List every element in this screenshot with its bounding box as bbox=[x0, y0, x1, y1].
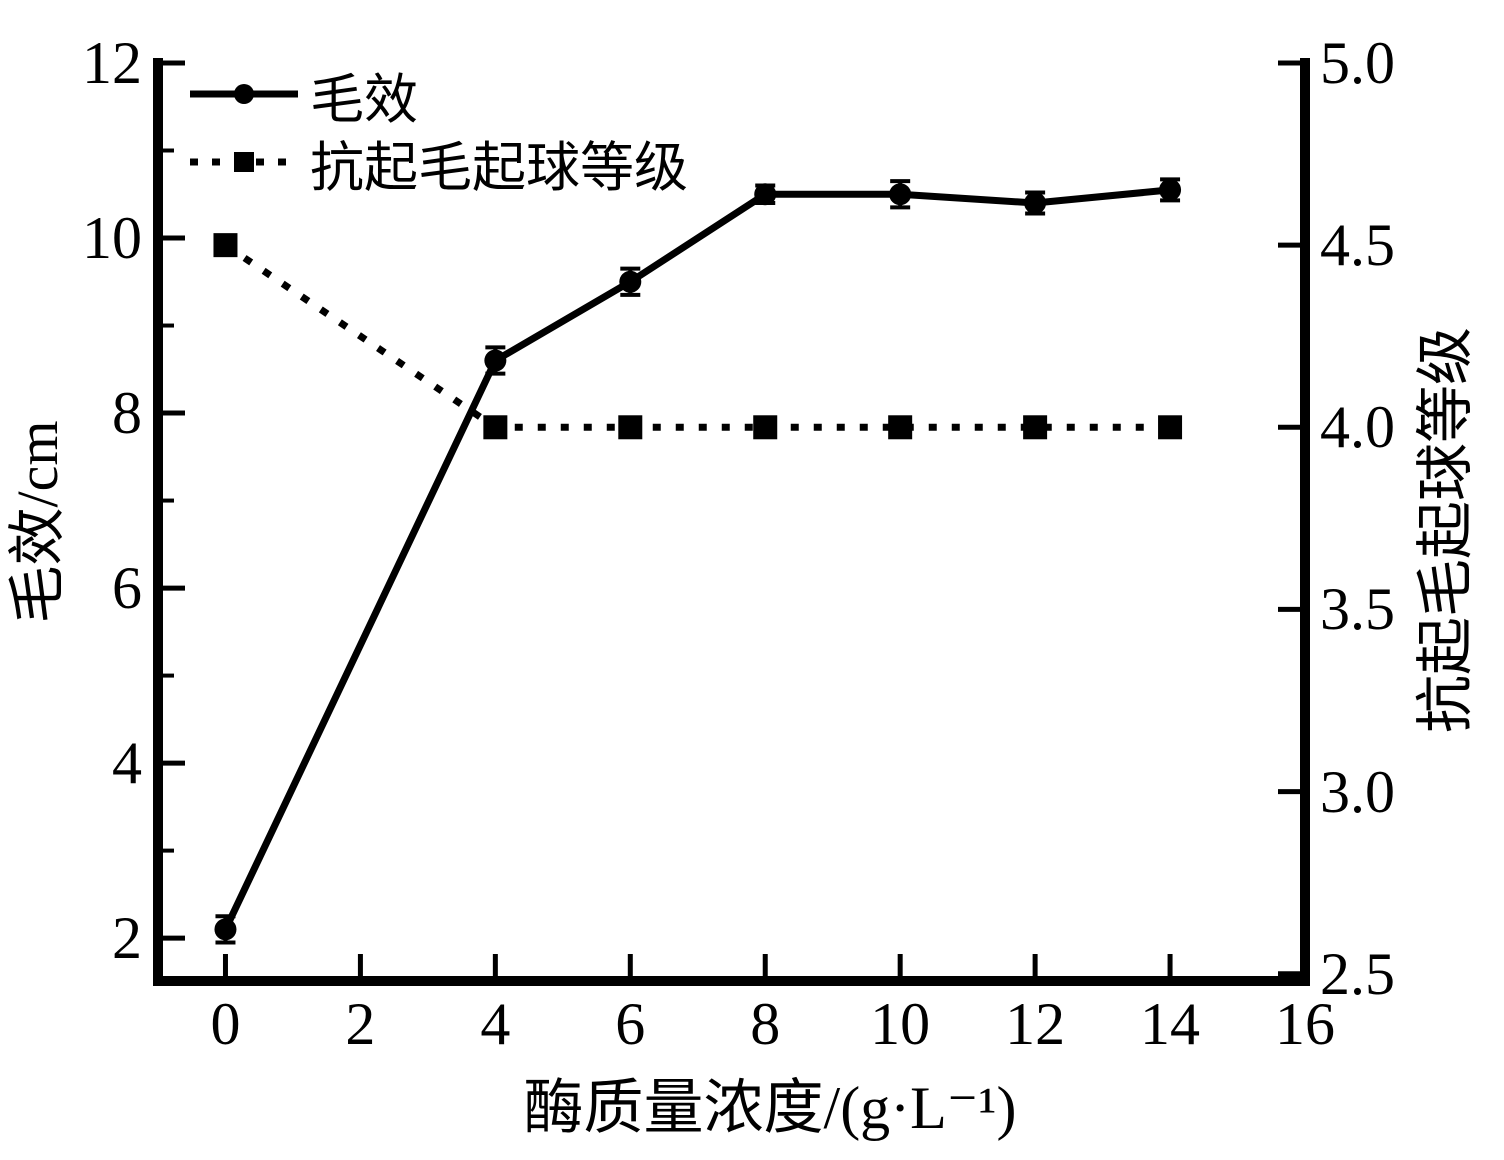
data-point-circle bbox=[1159, 178, 1182, 201]
left-tick-label: 2 bbox=[112, 905, 142, 972]
x-tick-label: 16 bbox=[1275, 991, 1335, 1057]
solid-line-sample bbox=[190, 84, 298, 104]
legend-item-solid-series: 毛效 bbox=[188, 60, 688, 130]
right-tick-label: 2.5 bbox=[1320, 940, 1395, 1007]
data-point-circle bbox=[754, 183, 777, 206]
x-tick-label: 4 bbox=[480, 991, 511, 1057]
data-point-square bbox=[753, 415, 778, 440]
x-tick-label: 2 bbox=[345, 991, 376, 1057]
left-tick-label: 12 bbox=[82, 30, 142, 96]
series-line-solid bbox=[222, 186, 1171, 931]
legend-label-solid: 毛效 bbox=[310, 69, 418, 130]
legend-label-dotted: 抗起毛起球等级 bbox=[310, 137, 688, 198]
left-tick-label: 8 bbox=[112, 380, 142, 447]
data-point-square bbox=[618, 415, 643, 440]
data-point-circle bbox=[484, 349, 507, 372]
data-point-square bbox=[213, 233, 238, 258]
right-tick-label: 4.0 bbox=[1320, 394, 1395, 461]
right-tick-label: 4.5 bbox=[1320, 212, 1395, 279]
x-tick-label: 12 bbox=[1005, 991, 1066, 1057]
left-axis-title: 毛效/cm bbox=[5, 420, 70, 624]
data-point-square bbox=[888, 415, 913, 440]
right-axis-title: 抗起毛起球等级 bbox=[1413, 327, 1478, 734]
legend-item-dotted-series: 抗起毛起球等级 bbox=[188, 128, 688, 198]
dotted-line-sample bbox=[190, 152, 298, 172]
legend: 毛效 抗起毛起球等级 bbox=[188, 60, 688, 198]
data-point-circle bbox=[1024, 192, 1047, 215]
circle-marker-icon bbox=[234, 84, 254, 104]
right-tick-label: 5.0 bbox=[1320, 30, 1395, 96]
data-point-circle bbox=[214, 918, 237, 941]
x-tick-label: 14 bbox=[1140, 991, 1201, 1057]
x-tick-label: 8 bbox=[750, 991, 781, 1057]
right-tick-label: 3.5 bbox=[1320, 576, 1395, 643]
x-tick-label: 6 bbox=[615, 991, 646, 1057]
right-tick-label: 3.0 bbox=[1320, 758, 1395, 825]
square-marker-icon bbox=[234, 152, 254, 172]
left-tick-label: 6 bbox=[112, 555, 142, 622]
x-tick-label: 0 bbox=[210, 991, 241, 1057]
data-point-circle bbox=[619, 270, 642, 293]
data-point-square bbox=[1158, 415, 1183, 440]
data-point-square bbox=[1023, 415, 1048, 440]
series-line-dotted bbox=[223, 242, 1171, 431]
x-axis-title: 酶质量浓度/(g·L⁻¹) bbox=[523, 1075, 1017, 1141]
data-point-square bbox=[483, 415, 508, 440]
x-tick-label: 10 bbox=[870, 991, 931, 1057]
left-tick-label: 10 bbox=[82, 205, 142, 272]
data-point-circle bbox=[889, 183, 912, 206]
left-tick-label: 4 bbox=[112, 730, 142, 797]
